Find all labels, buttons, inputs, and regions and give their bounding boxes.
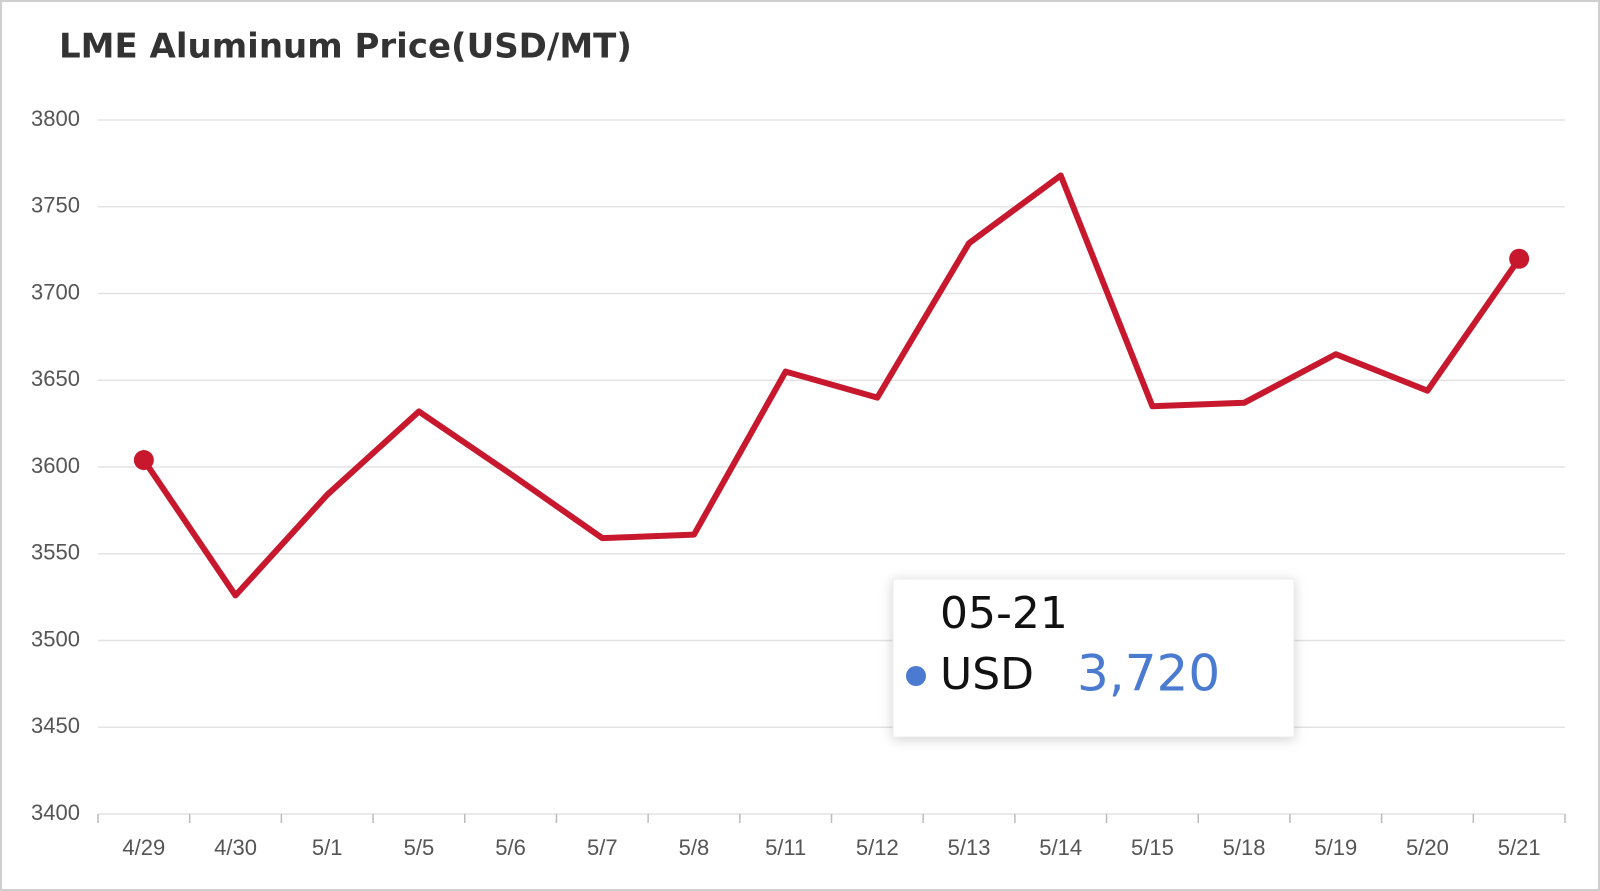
x-tick-label: 5/20: [1406, 835, 1449, 860]
x-tick-label: 5/1: [312, 835, 343, 860]
x-tick-label: 5/12: [856, 835, 899, 860]
x-tick-label: 5/11: [765, 835, 806, 860]
x-tick-label: 5/14: [1039, 835, 1082, 860]
x-tick-label: 5/21: [1498, 835, 1541, 860]
tooltip: 05-21 USD 3,720: [892, 578, 1295, 738]
y-tick-label: 3700: [31, 279, 80, 304]
chart-title: LME Aluminum Price(USD/MT): [59, 27, 632, 67]
point-marker: [133, 450, 154, 471]
y-tick-label: 3650: [31, 366, 80, 391]
x-tick-label: 5/13: [948, 835, 991, 860]
x-tick-label: 5/18: [1223, 835, 1266, 860]
x-tick-label: 4/30: [214, 835, 257, 860]
tooltip-value: 3,720: [1077, 645, 1220, 703]
line: [141, 172, 1522, 599]
y-tick-label: 3450: [31, 713, 80, 738]
x-tick-label: 4/29: [122, 835, 165, 860]
x-tick-label: 5/15: [1131, 835, 1174, 860]
tooltip-title: 05-21: [940, 588, 1068, 639]
tooltip-series: USD: [940, 649, 1034, 700]
x-tick-label: 5/8: [679, 835, 710, 860]
y-tick-label: 3800: [31, 106, 80, 131]
y-tick-label: 3550: [31, 540, 80, 565]
x-tick-label: 5/19: [1314, 835, 1357, 860]
x-tick-label: 5/5: [404, 835, 435, 860]
tooltip-box: [892, 578, 1295, 738]
x-tick-label: 5/6: [495, 835, 526, 860]
x-tick-label: 5/7: [587, 835, 618, 860]
y-tick-label: 3500: [31, 626, 80, 651]
tooltip-dot: [906, 666, 926, 686]
y-tick-label: 3750: [31, 193, 80, 218]
y-tick-label: 3400: [31, 800, 80, 825]
y-tick-label: 3600: [31, 453, 80, 478]
point-marker: [1509, 248, 1530, 269]
